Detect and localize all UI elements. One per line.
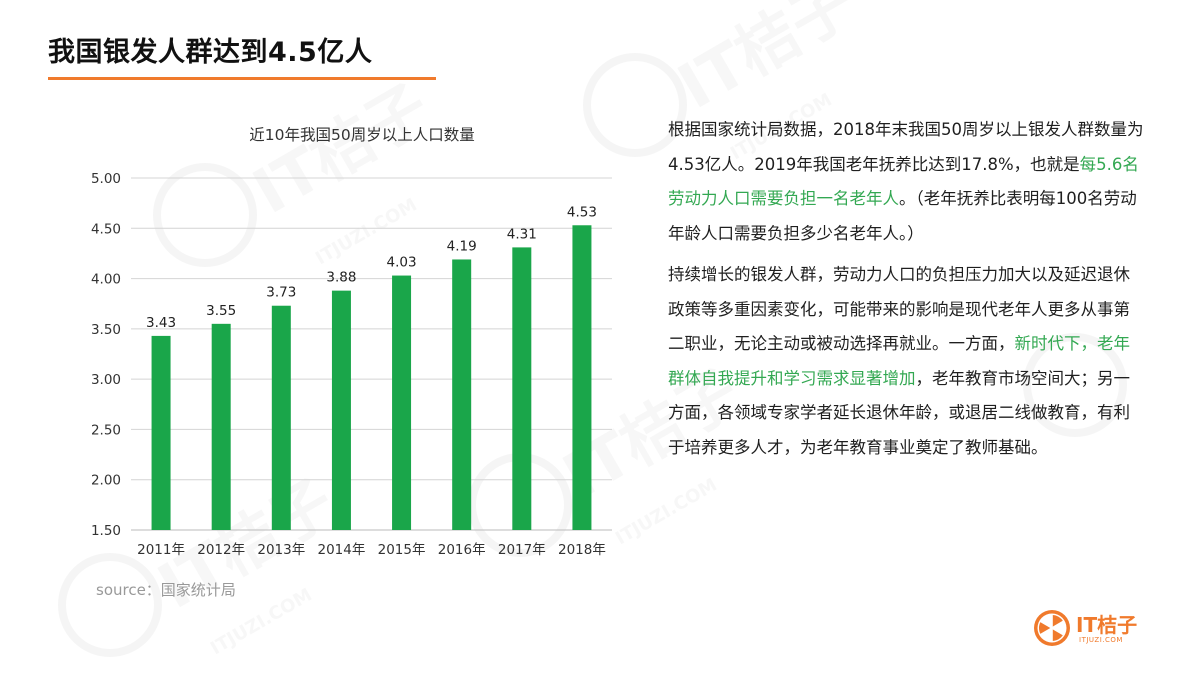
- data-label: 3.43: [146, 315, 176, 331]
- y-tick-label: 3.00: [91, 372, 121, 388]
- x-tick-label: 2018年: [558, 542, 606, 558]
- itjuzi-logo: IT桔子 ITJUZI.COM: [1032, 606, 1152, 650]
- description-text: 根据国家统计局数据，2018年末我国50周岁以上银发人群数量为4.53亿人。20…: [668, 113, 1146, 472]
- data-label: 3.73: [266, 285, 296, 301]
- x-tick-label: 2016年: [438, 542, 486, 558]
- bar: [392, 275, 412, 530]
- highlight-text: 新时代下，老年群体自我提升和学习需求显著增加: [668, 334, 1130, 388]
- orange-slice-icon: [1034, 610, 1070, 646]
- bar: [512, 247, 532, 530]
- body-text: 根据国家统计局数据，2018年末我国50周岁以上银发人群数量为4.53亿人。20…: [668, 120, 1144, 174]
- data-label: 4.03: [387, 255, 417, 271]
- page-title: 我国银发人群达到4.5亿人: [48, 37, 373, 68]
- highlight-text: 每5.6名劳动力人口需要负担一名老年人: [668, 154, 1139, 209]
- title-underline: [48, 77, 436, 80]
- paragraph-education-market: 持续增长的银发人群，劳动力人口的负担压力加大以及延迟退休政策等多重因素变化，可能…: [668, 258, 1146, 465]
- data-label: 4.53: [567, 204, 597, 220]
- x-tick-label: 2013年: [257, 542, 305, 558]
- x-tick-label: 2017年: [498, 542, 546, 558]
- chart-title: 近10年我国50周岁以上人口数量: [249, 126, 474, 144]
- bar: [211, 323, 231, 530]
- body-text: 持续增长的银发人群，劳动力人口的负担压力加大以及延迟退休政策等多重因素变化，可能…: [668, 265, 1130, 353]
- x-tick-label: 2012年: [197, 542, 245, 558]
- data-label: 3.88: [326, 270, 356, 286]
- logo-domain: ITJUZI.COM: [1079, 636, 1123, 644]
- bar: [151, 335, 171, 530]
- y-tick-label: 1.50: [91, 523, 121, 539]
- x-tick-label: 2015年: [378, 542, 426, 558]
- body-text: ，老年教育市场空间大；另一方面，各领域专家学者延长退休年龄，或退居二线做教育，有…: [668, 368, 1130, 457]
- bar: [572, 225, 592, 531]
- bar: [452, 259, 472, 530]
- watermark-text: IT桔子: [666, 0, 867, 123]
- paragraph-dependency-ratio: 根据国家统计局数据，2018年末我国50周岁以上银发人群数量为4.53亿人。20…: [668, 113, 1146, 251]
- y-tick-label: 2.50: [91, 422, 121, 438]
- x-tick-label: 2014年: [318, 542, 366, 558]
- data-label: 4.31: [507, 226, 537, 242]
- source-note: source：国家统计局: [96, 581, 236, 599]
- bar-chart: 近10年我国50周岁以上人口数量 5.00 4.50 4.00 3.50 3.00 2.5…: [91, 126, 612, 558]
- logo-name: IT桔子: [1076, 613, 1138, 637]
- y-tick-label: 2.00: [91, 473, 121, 489]
- bar: [331, 290, 351, 530]
- data-label: 3.55: [206, 303, 236, 319]
- x-tick-label: 2011年: [137, 542, 185, 558]
- y-tick-label: 4.00: [91, 272, 121, 288]
- y-tick-label: 3.50: [91, 322, 121, 338]
- bar: [271, 305, 291, 530]
- y-tick-label: 5.00: [91, 171, 121, 187]
- y-tick-label: 4.50: [91, 221, 121, 237]
- body-text: 。（老年抚养比表明每100名劳动年龄人口需要负担多少名老年人。）: [668, 189, 1137, 243]
- data-label: 4.19: [447, 238, 477, 254]
